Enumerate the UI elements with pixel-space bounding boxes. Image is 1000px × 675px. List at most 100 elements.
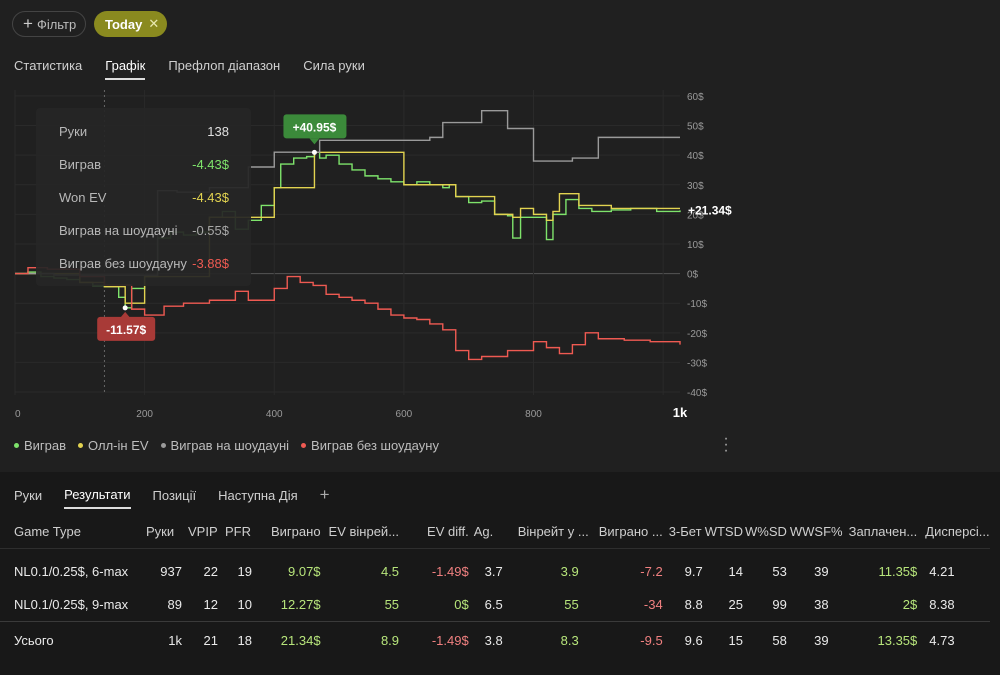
- column-header-wsd[interactable]: W%SD: [742, 515, 787, 549]
- column-header-hands[interactable]: Руки: [142, 515, 182, 549]
- filter-chip-label: Today: [105, 16, 143, 32]
- table-header-row: Game Type Руки VPIP PFR Виграно EV вінре…: [0, 515, 990, 549]
- tab-positions[interactable]: Позиції: [152, 488, 197, 503]
- add-tab-icon[interactable]: +: [319, 485, 330, 504]
- cell-3bet: 9.6: [662, 621, 703, 659]
- cell-rake-paid: 11.35$: [878, 564, 918, 579]
- cell-variance: 4.21: [929, 564, 955, 579]
- y-tick-label: 20$: [687, 210, 704, 221]
- column-header-won[interactable]: Виграно: [262, 515, 321, 549]
- legend-item-non-showdown[interactable]: Виграв без шоудауну: [301, 438, 439, 453]
- cell-pfr: 19: [237, 564, 252, 579]
- x-tick-label: 600: [396, 409, 413, 420]
- x-tick-label: 0: [15, 409, 21, 420]
- column-header-won-bb[interactable]: Виграно ...: [588, 515, 663, 549]
- legend-label: Виграв: [24, 438, 67, 453]
- column-header-wtsd[interactable]: WTSD: [702, 515, 743, 549]
- tab-hands[interactable]: Руки: [14, 488, 43, 503]
- column-header-game-type[interactable]: Game Type: [0, 515, 142, 549]
- column-header-rake-paid[interactable]: Заплачен...: [842, 515, 918, 549]
- cell-rake-paid: 2$: [902, 597, 918, 612]
- cell-wsd: 99: [772, 597, 787, 612]
- tooltip-row-showdown: Виграв на шоудауні -0.55$: [59, 223, 229, 243]
- cell-pfr: 18: [218, 621, 262, 659]
- y-tick-label: -40$: [687, 388, 707, 399]
- column-header-3bet[interactable]: 3-Бет: [662, 515, 703, 549]
- legend-item-won[interactable]: Виграв: [14, 438, 66, 453]
- cell-won-bb: -34: [643, 597, 663, 612]
- y-tick-label: 60$: [687, 92, 704, 103]
- cell-won-bb: -7.2: [640, 564, 663, 579]
- column-header-pfr[interactable]: PFR: [218, 515, 262, 549]
- column-header-winrate[interactable]: Вінрейт у ...: [512, 515, 589, 549]
- cell-vpip: 22: [203, 564, 218, 579]
- legend-dot: [78, 443, 84, 448]
- tooltip-row-won: Виграв -4.43$: [59, 157, 229, 177]
- tooltip-row-won-ev: Won EV -4.43$: [59, 190, 229, 210]
- legend-dot: [14, 443, 19, 448]
- cell-aggression: 3.8: [468, 621, 513, 659]
- cell-won-bb: -9.5: [588, 621, 663, 659]
- cell-ev-winrate: 4.5: [380, 564, 400, 579]
- end-value-label: +21.34$: [688, 203, 732, 217]
- column-header-aggression[interactable]: Ag.: [468, 515, 513, 549]
- x-tick-label: 400: [266, 409, 283, 420]
- x-tick-label: 1k: [673, 405, 688, 420]
- tab-next-action[interactable]: Наступна Дія: [218, 488, 298, 503]
- tab-statistics[interactable]: Статистика: [14, 58, 83, 73]
- chart-tooltip: Руки 138 Виграв -4.43$ Won EV -4.43$ Виг…: [36, 108, 251, 286]
- tab-results[interactable]: Результати: [64, 487, 131, 509]
- cell-3bet: 9.7: [684, 564, 703, 579]
- cell-wwsf: 39: [814, 564, 829, 579]
- y-tick-label: 40$: [687, 151, 704, 162]
- tab-graph[interactable]: Графік: [105, 58, 146, 80]
- column-header-ev-diff[interactable]: EV diff.: [399, 515, 469, 549]
- y-tick-label: 30$: [687, 181, 704, 192]
- cell-hands: 89: [167, 597, 182, 612]
- bottom-tabs: Руки Результати Позиції Наступна Дія +: [14, 485, 330, 509]
- max-label-box: [283, 114, 347, 139]
- tab-hand-strength[interactable]: Сила руки: [303, 58, 365, 73]
- tooltip-value: -3.88$: [192, 256, 229, 271]
- max-label-pointer: [309, 138, 320, 145]
- column-header-wwsf[interactable]: WWSF%: [786, 515, 843, 549]
- max-point: [311, 149, 317, 155]
- cell-ev-winrate: 8.9: [320, 621, 400, 659]
- min-label-box: [97, 316, 156, 341]
- table-row[interactable]: NL0.1/0.25$, 9-max 89 12 10 12.27$ 55 0$…: [0, 588, 990, 622]
- add-filter-button[interactable]: + Фільтр: [12, 11, 86, 37]
- tab-preflop-range[interactable]: Префлоп діапазон: [168, 58, 281, 73]
- tooltip-label: Виграв на шоудауні: [59, 223, 178, 238]
- cell-won: 21.34$: [262, 621, 321, 659]
- top-tabs: Статистика Графік Префлоп діапазон Сила …: [14, 58, 388, 80]
- cell-variance: 8.38: [929, 597, 955, 612]
- column-header-variance[interactable]: Дисперсі...: [917, 515, 990, 549]
- column-header-ev-winrate[interactable]: EV вінрей...: [320, 515, 400, 549]
- filter-chip-today[interactable]: Today ✕: [94, 11, 167, 37]
- column-header-vpip[interactable]: VPIP: [182, 515, 218, 549]
- legend-item-allin-ev[interactable]: Олл-ін EV: [78, 438, 149, 453]
- y-tick-label: -20$: [687, 329, 707, 340]
- cell-winrate: 3.9: [560, 564, 579, 579]
- tooltip-row-non-showdown: Виграв без шоудауну -3.88$: [59, 256, 229, 276]
- winnings-chart[interactable]: 60$ 50$ 40$ 30$ 20$ 10$ 0$ -10$ -20$ -30$ -40$ 0 200…: [0, 85, 1000, 425]
- chart-legend: Виграв Олл-ін EV Виграв на шоудауні Вигр…: [14, 438, 451, 453]
- cell-ev-diff: -1.49$: [399, 621, 469, 659]
- cell-rake-paid: 13.35$: [842, 621, 918, 659]
- legend-label: Виграв без шоудауну: [311, 438, 439, 453]
- cell-won: 9.07$: [288, 564, 321, 579]
- cell-ev-diff: 0$: [454, 597, 469, 612]
- table-total-row[interactable]: Усього 1k 21 18 21.34$ 8.9 -1.49$ 3.8 8.…: [0, 621, 990, 659]
- close-icon[interactable]: ✕: [148, 16, 160, 31]
- tooltip-value: -4.43$: [192, 190, 229, 205]
- series-line-3: [15, 266, 681, 361]
- cell-hands: 1k: [142, 621, 182, 659]
- cell-aggression: 6.5: [484, 597, 503, 612]
- plus-icon: +: [23, 14, 33, 33]
- table-row[interactable]: NL0.1/0.25$, 6-max 937 22 19 9.07$ 4.5 -…: [0, 549, 990, 589]
- cell-winrate: 8.3: [512, 621, 589, 659]
- more-options-icon[interactable]: · · ·: [723, 430, 729, 459]
- cell-won: 12.27$: [280, 597, 321, 612]
- legend-item-showdown[interactable]: Виграв на шоудауні: [160, 438, 289, 453]
- y-tick-label: -10$: [687, 299, 707, 310]
